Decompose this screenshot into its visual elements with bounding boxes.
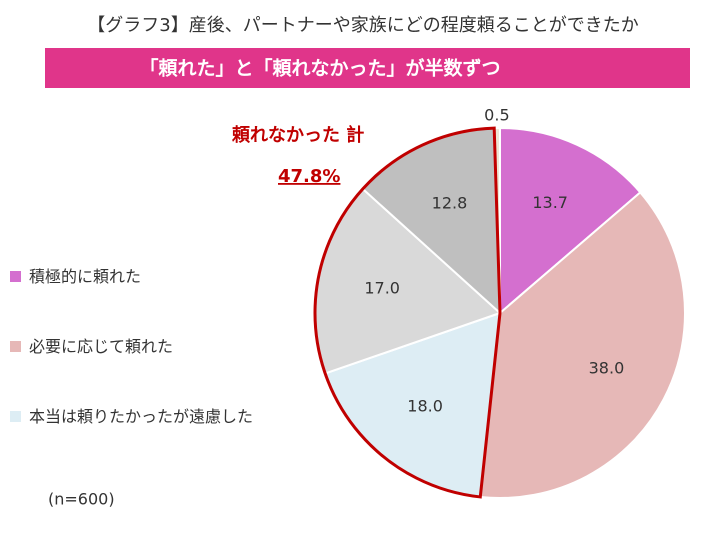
legend-swatch bbox=[10, 411, 21, 422]
data-label: 0.5 bbox=[484, 106, 509, 125]
legend-item: 必要に応じて頼れた bbox=[10, 328, 310, 366]
legend-item: 積極的に頼れた bbox=[10, 258, 310, 296]
pie-slice bbox=[499, 126, 642, 316]
data-label: 18.0 bbox=[407, 397, 443, 416]
chart-title: 【グラフ3】産後、パートナーや家族にどの程度頼ることができたか bbox=[87, 15, 638, 36]
data-label: 38.0 bbox=[589, 358, 625, 377]
legend-swatch bbox=[10, 271, 21, 282]
legend-item: 本当は頼りたかったが遠慮した bbox=[10, 398, 310, 436]
legend-label: 必要に応じて頼れた bbox=[29, 337, 174, 356]
legend-label: 本当は頼りたかったが遠慮した bbox=[29, 407, 254, 426]
highlight-outline bbox=[313, 126, 502, 499]
annotation: 47.8% bbox=[278, 166, 340, 187]
annotation: 頼れなかった 計 bbox=[232, 124, 364, 146]
data-label: 17.0 bbox=[364, 278, 400, 297]
data-label: 13.7 bbox=[532, 193, 568, 212]
note: (n=600) bbox=[48, 490, 115, 509]
legend-label: 積極的に頼れた bbox=[29, 267, 142, 286]
legend-swatch bbox=[10, 341, 21, 352]
banner bbox=[45, 48, 690, 88]
pie-slice bbox=[479, 191, 686, 499]
chart-subtitle: 「頼れた」と「頼れなかった」が半数ずつ bbox=[139, 57, 500, 80]
data-label: 12.8 bbox=[432, 193, 468, 212]
